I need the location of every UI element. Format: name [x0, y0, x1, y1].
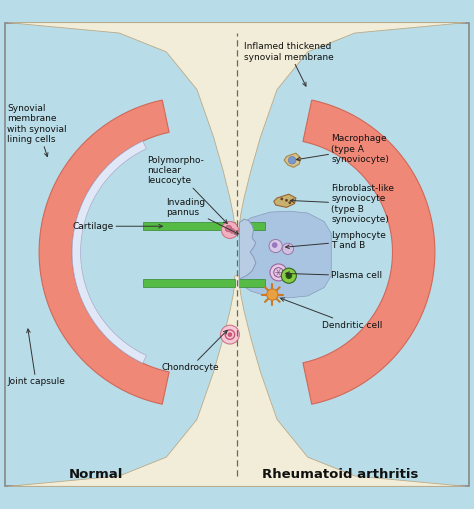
Polygon shape [143, 222, 235, 230]
Polygon shape [239, 211, 331, 298]
Polygon shape [284, 153, 301, 167]
Polygon shape [239, 279, 265, 287]
Polygon shape [72, 141, 146, 363]
Circle shape [272, 242, 277, 248]
Text: Normal: Normal [68, 468, 123, 480]
Text: Inflamed thickened
synovial membrane: Inflamed thickened synovial membrane [244, 42, 334, 86]
Circle shape [285, 272, 292, 279]
Circle shape [220, 325, 239, 344]
Text: Invading
pannus: Invading pannus [166, 198, 238, 234]
Circle shape [285, 199, 288, 202]
Polygon shape [9, 276, 465, 486]
Circle shape [280, 197, 283, 201]
Circle shape [225, 225, 232, 232]
Polygon shape [303, 100, 435, 404]
Text: Dendritic cell: Dendritic cell [281, 298, 382, 330]
Circle shape [221, 221, 238, 239]
Polygon shape [239, 222, 265, 230]
Text: Macrophage
(type A
synoviocyte): Macrophage (type A synoviocyte) [296, 134, 389, 164]
Text: Plasma cell: Plasma cell [286, 271, 383, 280]
Text: Joint capsule: Joint capsule [7, 329, 65, 386]
Polygon shape [9, 23, 465, 233]
Circle shape [228, 332, 232, 337]
Polygon shape [239, 219, 256, 287]
Circle shape [230, 229, 235, 233]
Circle shape [282, 243, 293, 254]
Polygon shape [39, 100, 169, 404]
Circle shape [288, 201, 291, 204]
Circle shape [270, 264, 287, 281]
Circle shape [288, 156, 296, 164]
Text: Fibroblast-like
synoviocyte
(type B
synoviocyte): Fibroblast-like synoviocyte (type B syno… [291, 184, 394, 224]
Polygon shape [143, 218, 235, 291]
Text: Synovial
membrane
with synovial
lining cells: Synovial membrane with synovial lining c… [7, 104, 67, 157]
Text: Cartilage: Cartilage [72, 222, 163, 231]
Polygon shape [143, 279, 235, 287]
Circle shape [281, 268, 296, 283]
Text: Polymorpho-
nuclear
leucocyte: Polymorpho- nuclear leucocyte [147, 156, 227, 223]
Text: Chondrocyte: Chondrocyte [162, 330, 227, 372]
Text: Rheumatoid arthritis: Rheumatoid arthritis [263, 468, 419, 480]
Circle shape [267, 289, 278, 300]
Text: Lymphocyte
T and B: Lymphocyte T and B [286, 231, 386, 250]
Circle shape [269, 239, 282, 252]
Polygon shape [274, 194, 296, 207]
